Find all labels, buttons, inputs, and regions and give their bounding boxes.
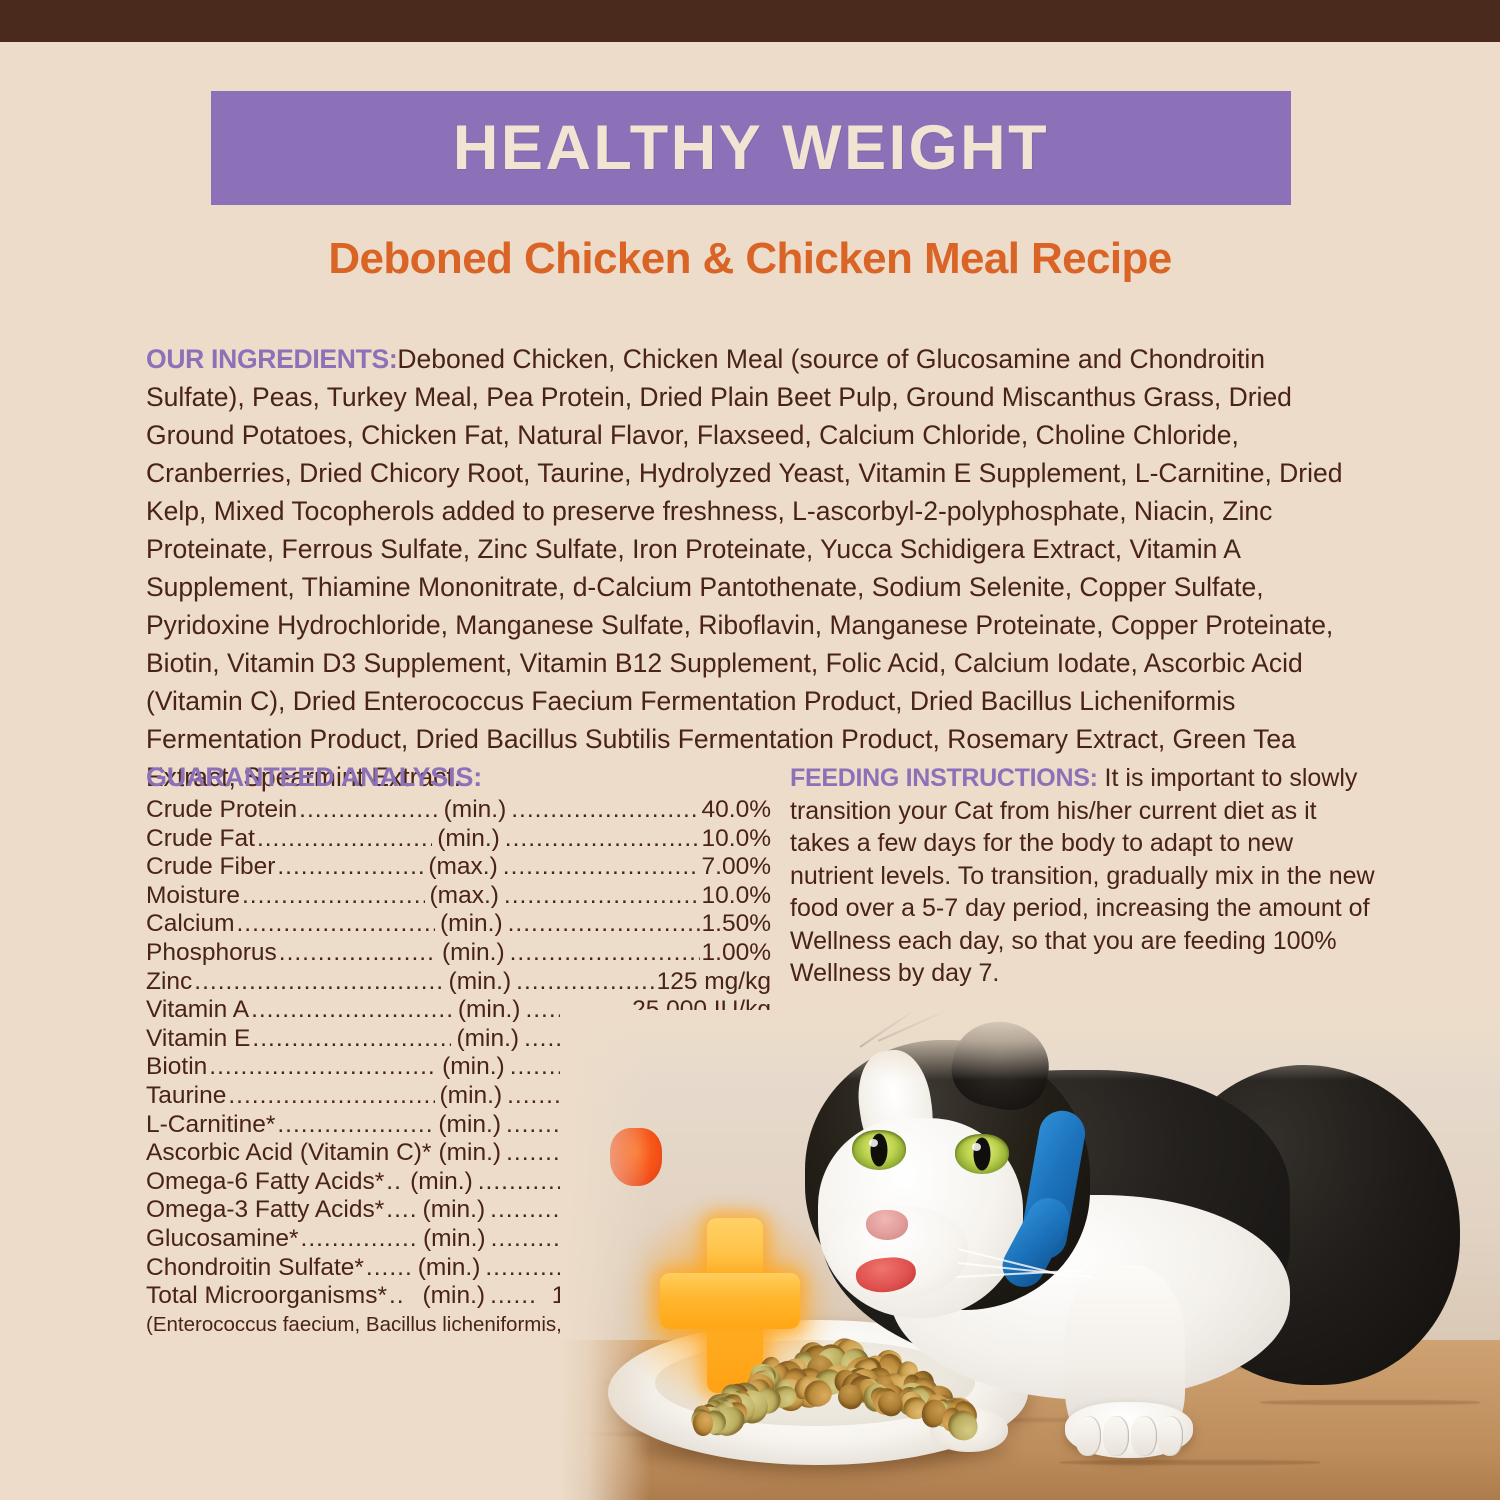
ga-row-basis: (min.)	[443, 796, 507, 823]
ga-row-leader-1: ...........................	[256, 824, 432, 852]
ga-row-basis: (min.)	[422, 1196, 486, 1224]
ingredients-section: OUR INGREDIENTS:Deboned Chicken, Chicken…	[146, 340, 1358, 796]
ga-row-label: Crude Fat	[146, 824, 255, 852]
feeding-instructions-text: It is important to slowly transition you…	[790, 764, 1375, 987]
ga-row-basis: (min.)	[422, 1224, 486, 1252]
ga-row-leader-1: .................................	[209, 1053, 437, 1081]
ga-row-label: Zinc	[146, 967, 193, 995]
ga-row-basis: (min.)	[437, 824, 500, 852]
ga-row-label: Crude Fiber	[146, 853, 276, 881]
ga-row-label: Vitamin A	[146, 996, 250, 1024]
ga-row-label: Taurine	[146, 1081, 227, 1109]
ga-row-basis: (max.)	[429, 881, 499, 909]
ga-row-leader-1: ...........................	[252, 1024, 452, 1052]
cat-eating-photo	[560, 1010, 1500, 1500]
ga-row-label: Calcium	[146, 910, 235, 938]
ga-row-value: 1.50%	[701, 910, 771, 938]
ga-row-value: 1.00%	[701, 938, 771, 966]
ga-row-label: Phosphorus	[146, 938, 277, 966]
feeding-instructions-heading: FEEDING INSTRUCTIONS:	[790, 764, 1098, 792]
ga-row-basis: (min.)	[442, 938, 505, 966]
guaranteed-analysis-row: Crude Fiber.......................(max.)…	[146, 853, 771, 882]
ga-row-value: 125 mg/kg	[656, 967, 771, 995]
ga-row-basis: (min.)	[417, 1253, 481, 1281]
ga-row-basis: (min.)	[410, 1167, 473, 1195]
ga-row-leader-2: ......	[490, 1282, 537, 1310]
ga-row-leader-2: ....................	[516, 967, 654, 995]
ga-row-leader-1: ......	[365, 1253, 413, 1281]
ga-row-label: Omega-3 Fatty Acids*	[146, 1196, 385, 1224]
ingredients-text: Deboned Chicken, Chicken Meal (source of…	[146, 344, 1343, 792]
ga-row-leader-1: ..............................	[228, 1081, 434, 1109]
ga-row-label: L-Carnitine*	[146, 1110, 276, 1138]
ga-row-leader-1: ............................	[241, 881, 425, 909]
cat-right-eye	[955, 1134, 1009, 1174]
ga-row-label: Vitamin E	[146, 1024, 251, 1052]
ga-row-basis: (min.)	[438, 1139, 502, 1167]
ga-row-leader-2: .............................	[507, 910, 700, 938]
ga-row-leader-1: ...........................	[251, 996, 453, 1024]
ga-row-leader-2: ...............................	[502, 853, 700, 881]
ga-row-leader-2: ..............................	[504, 824, 700, 852]
ga-row-label: Ascorbic Acid (Vitamin C)*	[146, 1139, 432, 1167]
ga-row-value: 10.0%	[701, 824, 771, 852]
guaranteed-analysis-row: Calcium..............................(mi…	[146, 910, 771, 939]
ga-row-label: Crude Protein	[146, 796, 298, 823]
top-brown-bar	[0, 0, 1500, 42]
ga-row-basis: (min.)	[457, 996, 521, 1024]
ga-row-leader-1: ..................	[300, 1224, 418, 1252]
ga-row-leader-2: ..............................	[503, 881, 700, 909]
guaranteed-analysis-row: Moisture............................(max…	[146, 882, 771, 911]
guaranteed-analysis-row: Crude Fat...........................(min…	[146, 825, 771, 854]
ga-row-label: Biotin	[146, 1053, 208, 1081]
ga-row-leader-1: ....................	[299, 796, 438, 823]
ga-row-basis: (min.)	[438, 1110, 501, 1138]
cross-badge-icon	[660, 1218, 800, 1393]
recipe-title: Deboned Chicken & Chicken Meal Recipe	[328, 234, 1172, 283]
healthy-weight-banner: HEALTHY WEIGHT	[211, 91, 1291, 205]
ga-row-leader-1: .......................	[277, 853, 423, 881]
banner-title: HEALTHY WEIGHT	[452, 113, 1050, 183]
guaranteed-analysis-row: Vitamin A........................... (min…	[146, 996, 771, 1025]
ga-row-value: 40.0%	[701, 796, 771, 823]
ga-row-basis: (min.)	[439, 1081, 503, 1109]
ga-row-label: Chondroitin Sulfate*	[146, 1253, 364, 1281]
ga-row-basis: (min.)	[422, 1282, 486, 1310]
cat-left-eye	[852, 1130, 906, 1170]
ga-row-leader-1: ..	[386, 1167, 402, 1195]
ingredients-heading: OUR INGREDIENTS:	[146, 344, 398, 374]
ga-row-leader-1: .....................	[277, 1110, 434, 1138]
top-bar-edge	[0, 42, 1500, 45]
ga-row-label: Moisture	[146, 881, 240, 909]
ga-row-basis: (max.)	[428, 853, 498, 881]
guaranteed-analysis-heading: GUARANTEED ANALYSIS:	[146, 762, 483, 792]
ga-row-basis: (min.)	[442, 1053, 505, 1081]
ga-row-leader-1: ....................................	[194, 967, 444, 995]
guaranteed-analysis-row: Zinc....................................…	[146, 968, 771, 997]
cat-nose	[866, 1210, 908, 1240]
ga-row-label: Omega-6 Fatty Acids*	[146, 1167, 385, 1195]
ga-row-value: 10.0%	[701, 881, 771, 909]
photo-left-fade	[560, 1010, 650, 1500]
ga-row-value: 7.00%	[701, 853, 771, 881]
cat-paw	[1065, 1402, 1193, 1458]
ga-row-basis: (min.)	[448, 967, 512, 995]
ga-row-label: Total Microorganisms*	[146, 1282, 387, 1310]
ga-row-leader-2: ..............................	[509, 938, 700, 966]
guaranteed-analysis-row: Phosphorus.........................(min.…	[146, 939, 771, 968]
ga-row-leader-1: ..............................	[236, 910, 436, 938]
ga-row-basis: (min.)	[440, 910, 503, 938]
ga-row-label: Glucosamine*	[146, 1224, 299, 1252]
photo-top-fade	[560, 1010, 1500, 1080]
cross-horizontal-bar	[660, 1273, 800, 1329]
guaranteed-analysis-row: Crude Protein....................(min.).…	[146, 796, 771, 825]
feeding-instructions-section: FEEDING INSTRUCTIONS: It is important to…	[790, 762, 1378, 990]
ga-row-basis: (min.)	[456, 1024, 520, 1052]
ga-row-leader-1: .........................	[278, 938, 437, 966]
ga-row-leader-1: ..	[389, 1282, 405, 1310]
ga-row-leader-2: ...........................	[511, 796, 699, 823]
ga-row-leader-1: ....	[386, 1196, 418, 1224]
